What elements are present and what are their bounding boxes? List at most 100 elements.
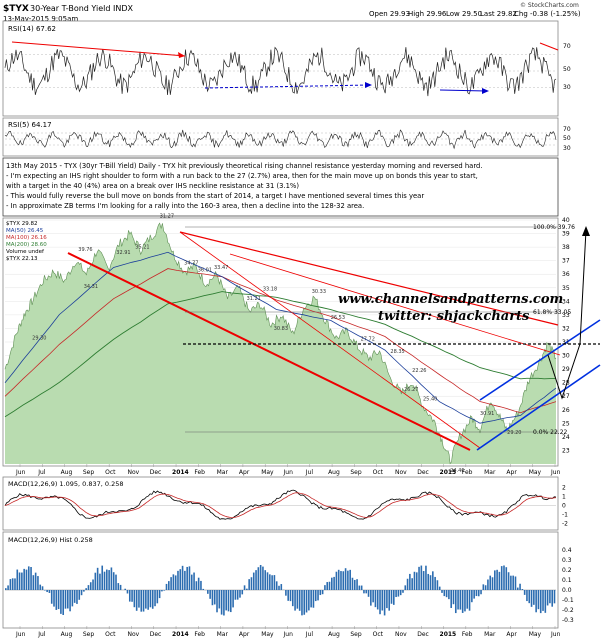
hist-bar — [60, 590, 62, 614]
hist-bar — [14, 578, 16, 590]
hist-bar — [514, 576, 517, 590]
hist-bar — [250, 577, 253, 590]
hist-bar — [106, 569, 108, 590]
month-tick-label: Feb — [194, 469, 205, 476]
hist-bar — [461, 590, 464, 613]
hist-bar — [177, 570, 179, 590]
macd-hist-label: MACD(12,26,9) Hist 0.258 — [8, 536, 93, 544]
fib-100-label: 100.0% 39.76 — [533, 224, 575, 231]
hist-bar — [165, 583, 168, 590]
hist-bar — [457, 590, 459, 610]
hist-bar — [147, 590, 149, 610]
rsi14-level-50: 50 — [563, 66, 571, 73]
low-label: Low 29.50 — [446, 10, 482, 18]
price-point-label: 34.77 — [184, 261, 198, 267]
price-point-label: 39.76 — [78, 247, 92, 253]
legend-ma100: MA(100) 26.16 — [6, 235, 47, 241]
month-tick-label: May — [529, 631, 542, 638]
rsi14-level-70: 70 — [563, 43, 571, 50]
month-tick-label: Jul — [305, 469, 314, 476]
month-tick-label: May — [261, 469, 274, 476]
rsi5-label: RSI(5) 64.17 — [8, 121, 52, 129]
hist-bar — [454, 590, 457, 614]
hist-bar — [154, 590, 156, 607]
hist-bar — [491, 577, 494, 590]
month-tick-label: Aug — [328, 469, 340, 476]
hist-bar — [399, 590, 402, 596]
month-tick-label: Dec — [417, 631, 429, 638]
hist-bar — [73, 590, 76, 603]
month-tick-label: Nov — [127, 631, 139, 638]
hist-bar — [216, 590, 218, 613]
hist-bar — [174, 575, 177, 590]
hist-bar — [172, 574, 175, 590]
hist-bar — [418, 566, 420, 590]
rsi14-blue-trendline-2 — [439, 89, 487, 92]
hist-tick-label: 0.2 — [562, 567, 572, 574]
hist-bar — [383, 590, 386, 616]
month-tick-label: Mar — [217, 469, 229, 476]
hist-bar — [163, 590, 166, 591]
chg-label: Chg -0.38 (-1.25%) — [514, 10, 581, 18]
hist-bar — [549, 590, 551, 604]
hist-bar — [296, 590, 299, 609]
macd-tick-label: -2 — [562, 521, 568, 528]
month-tick-label: Oct — [105, 631, 116, 638]
hist-bar — [151, 590, 154, 609]
hist-bar — [119, 584, 122, 590]
month-tick-label: Dec — [150, 469, 162, 476]
hist-bar — [227, 590, 230, 612]
hist-bar — [420, 565, 423, 590]
hist-bar — [220, 590, 223, 615]
hist-bar — [32, 575, 35, 590]
hist-bar — [85, 588, 87, 590]
month-tick-label: Dec — [417, 469, 429, 476]
ma200-line — [4, 291, 556, 418]
hist-bar — [34, 572, 37, 590]
hist-bar — [386, 590, 388, 609]
hist-bar — [21, 572, 23, 590]
month-tick-label: 2014 — [172, 631, 189, 638]
hist-bar — [69, 590, 71, 612]
month-tick-label: 2015 — [440, 469, 457, 476]
hist-bar — [271, 575, 273, 590]
hist-bar — [310, 590, 312, 608]
ma100-line — [4, 268, 557, 414]
hist-bar — [432, 571, 434, 590]
hist-bar — [239, 590, 241, 598]
legend-volume: Volume undef — [6, 249, 45, 255]
macd-tick-label: 1 — [562, 494, 566, 501]
hist-bar — [496, 569, 498, 590]
hist-tick-label: 0.3 — [562, 557, 572, 564]
price-tick-label: 27 — [562, 393, 570, 400]
hist-bar — [168, 581, 170, 590]
rsi14-blue-arrowhead-2 — [482, 88, 489, 94]
rsi14-blue-trendline-1 — [204, 84, 371, 89]
hist-bar — [402, 590, 404, 593]
projection-path — [547, 229, 587, 400]
hist-bar — [452, 590, 455, 605]
hist-bar — [55, 590, 58, 610]
hist-bar — [138, 590, 140, 608]
hist-bar — [351, 577, 354, 590]
hist-bar — [473, 590, 475, 599]
hist-bar — [149, 590, 152, 608]
hist-bar — [459, 590, 462, 610]
rsi5-level-30: 30 — [563, 145, 571, 152]
hist-bar — [46, 590, 48, 593]
hist-bar — [140, 590, 143, 612]
hist-bar — [186, 566, 188, 590]
hist-bar — [110, 567, 113, 590]
price-tick-label: 36 — [562, 271, 570, 278]
hist-bar — [523, 590, 526, 595]
month-tick-label: 2014 — [172, 469, 189, 476]
main-red-channel-lower — [67, 252, 471, 451]
hist-bar — [145, 590, 147, 609]
month-tick-label: Jun — [283, 469, 294, 476]
hist-bar — [62, 590, 64, 615]
hist-bar — [87, 585, 90, 590]
hist-bar — [103, 571, 106, 590]
hist-bar — [533, 590, 535, 605]
